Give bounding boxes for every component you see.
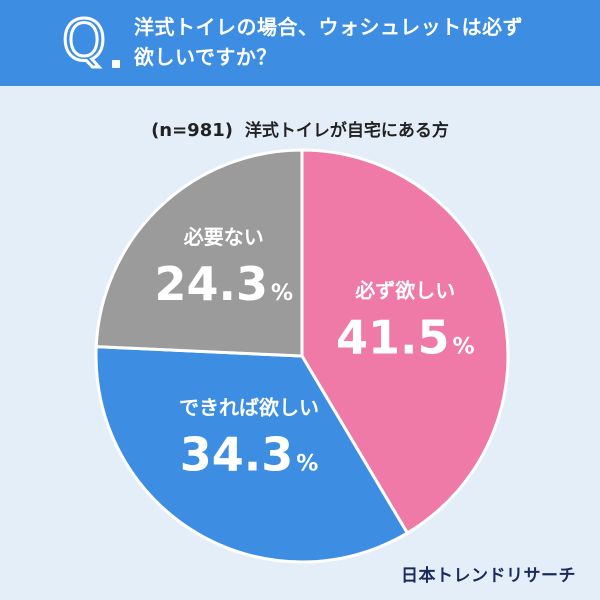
question-line-2: 欲しいですか？ [134, 45, 277, 69]
slice-label-2: できれば欲しい [179, 395, 319, 419]
sample-info: (n=981) 洋式トイレが自宅にある方 [0, 116, 600, 141]
slice-label-1: 必ず欲しい [354, 279, 455, 303]
brand-logo: 日本トレンドリサーチ [401, 566, 576, 586]
q-badge: Q [60, 9, 120, 74]
question-header: Q 洋式トイレの場合、ウォシュレットは必ず 欲しいですか？ [0, 0, 600, 86]
pie-slice-3 [94, 148, 304, 358]
q-dot [112, 60, 120, 68]
question-line-1: 洋式トイレの場合、ウォシュレットは必ず [134, 15, 524, 39]
slice-value-3: 24.3% [154, 257, 293, 311]
question-text: 洋式トイレの場合、ウォシュレットは必ず 欲しいですか？ [134, 12, 574, 72]
pie-slice-2 [94, 345, 410, 564]
q-letter: Q [60, 9, 107, 74]
pie-slice-1 [300, 148, 510, 536]
sample-size: (n=981) [151, 120, 233, 141]
slice-value-2: 34.3% [180, 427, 319, 481]
slice-label-3: 必要ない [183, 225, 264, 249]
slice-value-1: 41.5% [336, 311, 475, 365]
sample-subject: 洋式トイレが自宅にある方 [244, 121, 449, 141]
